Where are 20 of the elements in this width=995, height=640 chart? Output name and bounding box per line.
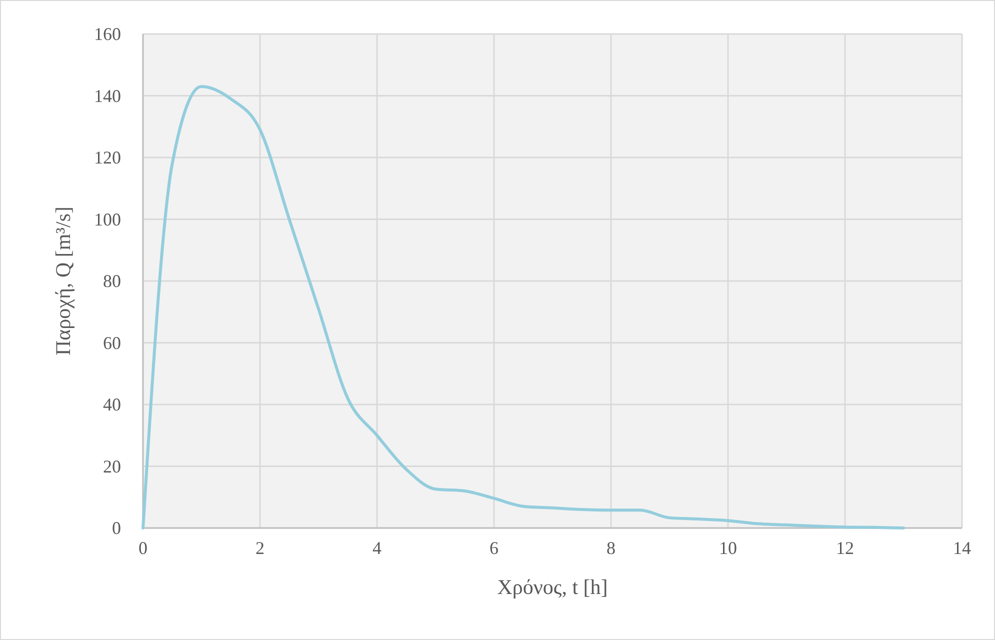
x-tick-label: 6 bbox=[490, 538, 498, 558]
line-series bbox=[142, 84, 905, 530]
y-axis-title: Παροχή, Q [m³/s] bbox=[51, 206, 75, 356]
x-axis-title: Χρόνος, t [h] bbox=[497, 575, 608, 599]
x-tick-label: 0 bbox=[138, 538, 148, 558]
x-tick-label: 12 bbox=[836, 538, 854, 558]
x-tick-label: 4 bbox=[372, 538, 382, 558]
y-tick-label: 20 bbox=[103, 456, 121, 476]
y-tick-label: 140 bbox=[94, 86, 121, 106]
y-tick-label: 60 bbox=[103, 332, 121, 353]
x-tick-label: 8 bbox=[606, 538, 616, 558]
y-tick-label: 0 bbox=[112, 518, 121, 538]
x-tick-label: 14 bbox=[953, 538, 971, 558]
x-tick-label: 2 bbox=[256, 538, 264, 558]
y-tick-label: 40 bbox=[103, 394, 121, 414]
y-tick-label: 80 bbox=[103, 271, 121, 291]
y-tick-label: 100 bbox=[94, 209, 121, 230]
y-tick-label: 160 bbox=[94, 24, 121, 44]
x-tick-label: 10 bbox=[719, 538, 737, 558]
y-tick-label: 120 bbox=[94, 148, 121, 168]
